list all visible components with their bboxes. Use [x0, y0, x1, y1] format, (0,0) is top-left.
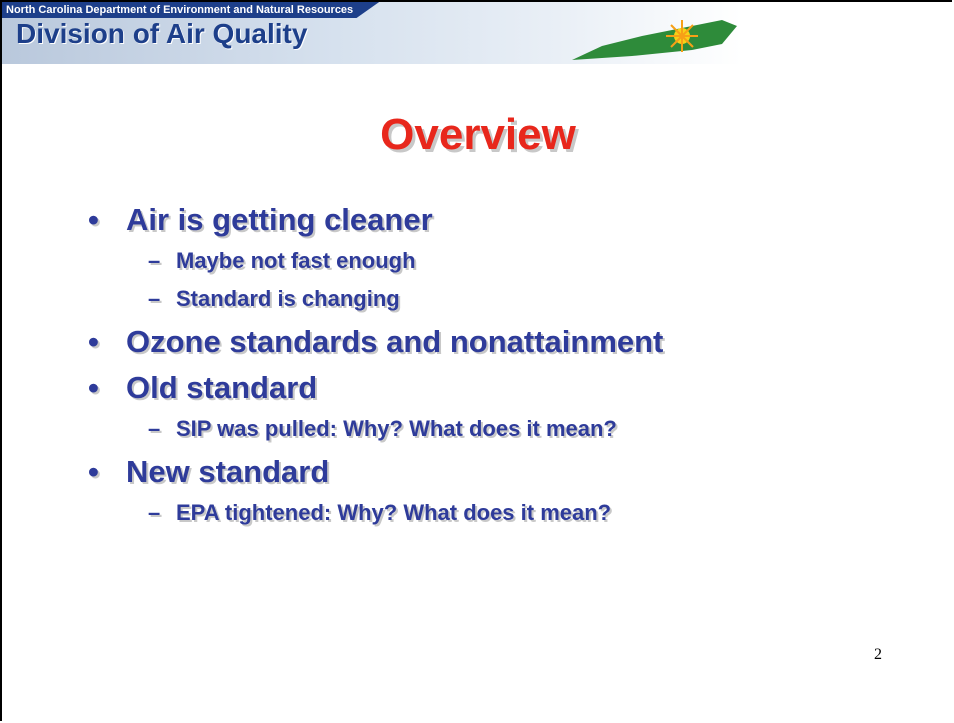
bullet: Old standard: [88, 370, 663, 406]
state-logo: [572, 20, 737, 60]
department: North Carolina Department of Environment…: [2, 2, 380, 18]
sub-bullet: EPA tightened: Why? What does it mean?: [148, 500, 663, 526]
sub-bullet: SIP was pulled: Why? What does it mean?: [148, 416, 663, 442]
slide-title: Overview: [380, 110, 576, 159]
bullet: Air is getting cleaner: [88, 202, 663, 238]
page-number: 2: [874, 646, 882, 663]
sub-bullet: Maybe not fast enough: [148, 248, 663, 274]
division-title: Division of Air Quality: [16, 18, 308, 49]
bullet: New standard: [88, 454, 663, 490]
sub-bullet: Standard is changing: [148, 286, 663, 312]
bullet-list: Air is getting cleaner Maybe not fast eno…: [88, 202, 663, 538]
bullet: Ozone standards and nonattainment: [88, 324, 663, 360]
